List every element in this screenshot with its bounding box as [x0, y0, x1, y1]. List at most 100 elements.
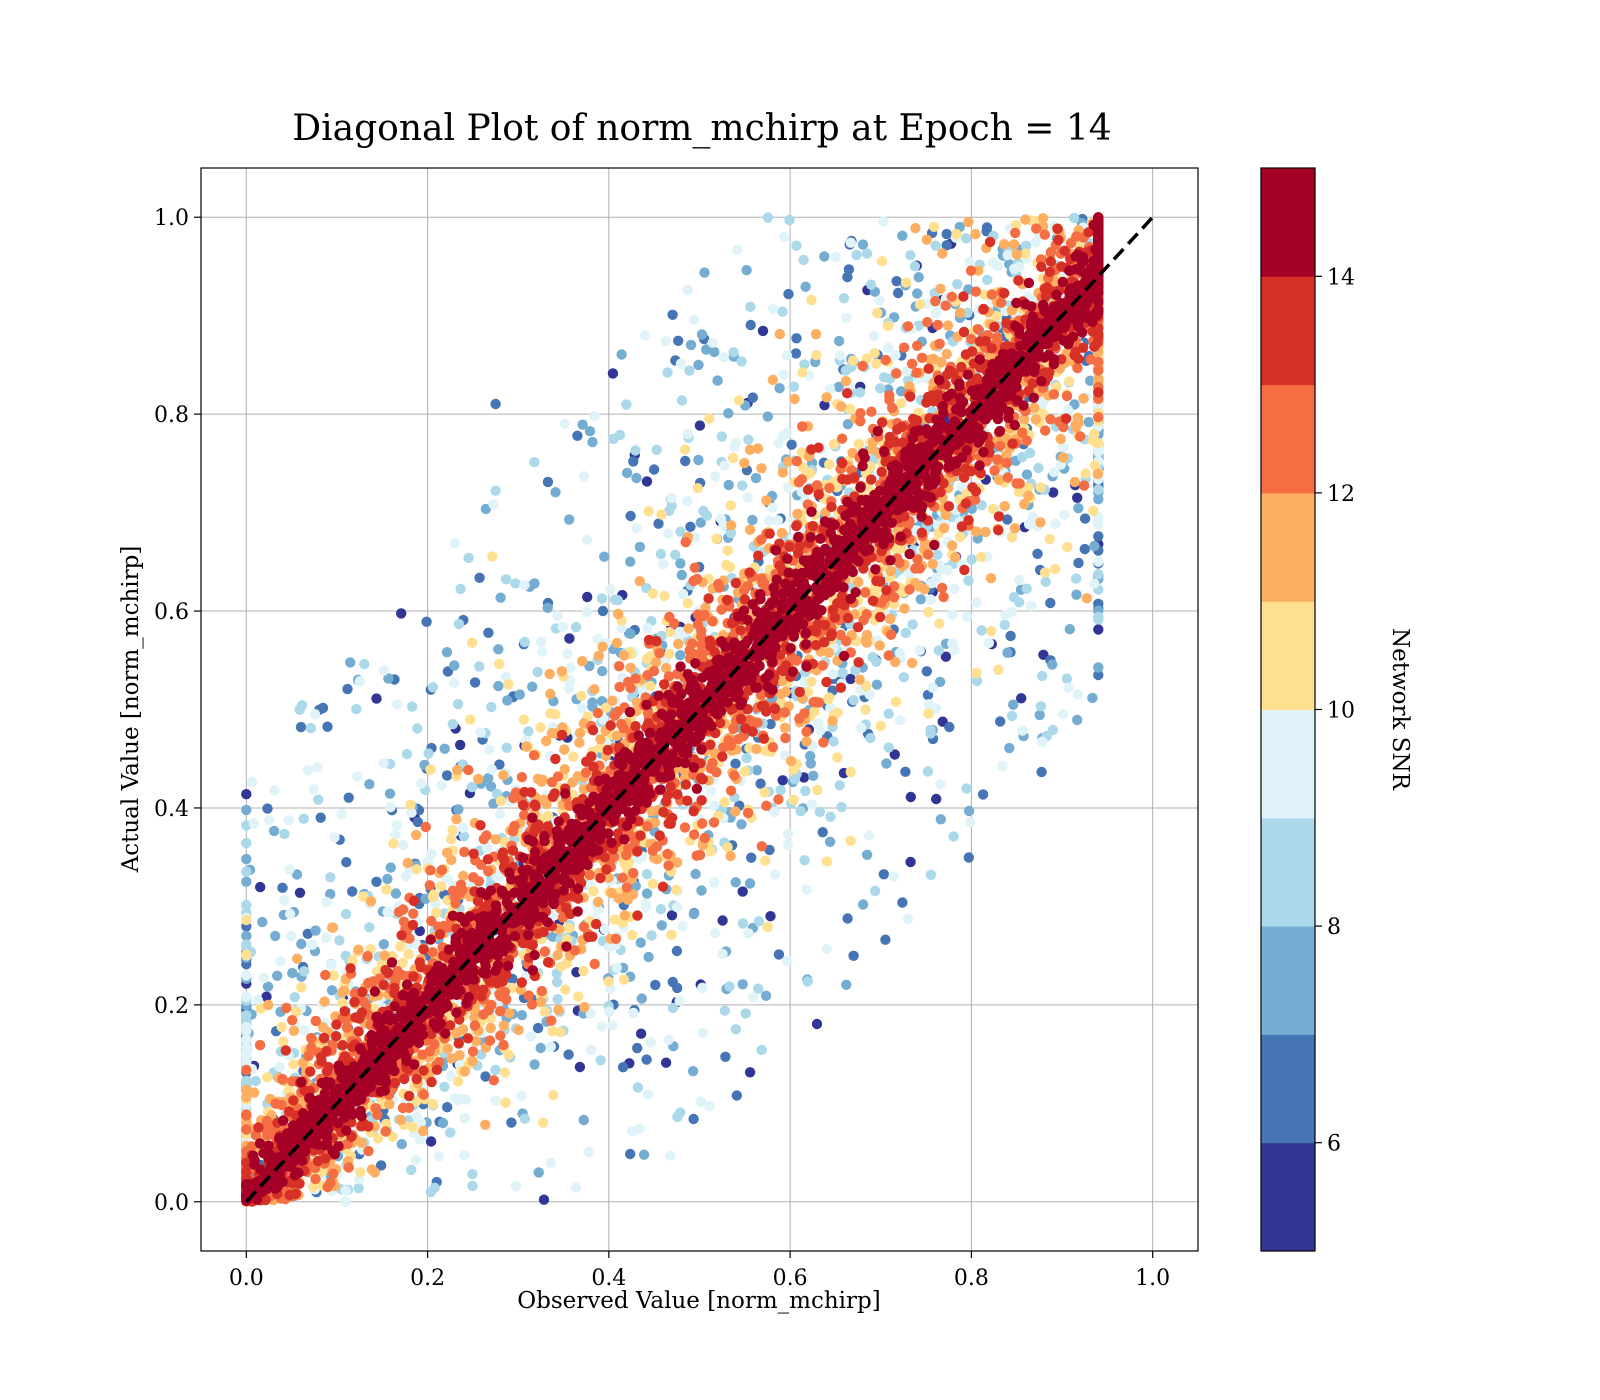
- scatter-point: [595, 1055, 606, 1066]
- scatter-point: [509, 820, 520, 831]
- scatter-point: [321, 896, 332, 908]
- scatter-point: [464, 714, 476, 725]
- scatter-point: [1021, 469, 1033, 480]
- scatter-point: [711, 533, 722, 544]
- scatter-point: [250, 1075, 261, 1087]
- scatter-point: [611, 962, 622, 973]
- scatter-point: [1004, 742, 1015, 754]
- scatter-point: [878, 869, 889, 880]
- scatter-point: [928, 353, 939, 365]
- scatter-point: [614, 661, 625, 672]
- scatter-point: [792, 508, 803, 519]
- scatter-point: [268, 825, 280, 837]
- scatter-point: [642, 622, 653, 634]
- scatter-point: [296, 700, 308, 711]
- scatter-point: [625, 510, 636, 522]
- scatter-point: [811, 1018, 823, 1030]
- scatter-point: [982, 274, 993, 285]
- scatter-point: [799, 359, 810, 370]
- scatter-point: [898, 342, 910, 353]
- scatter-point: [697, 1027, 708, 1039]
- scatter-point: [645, 1037, 656, 1048]
- scatter-point: [384, 906, 395, 918]
- scatter-point: [1093, 669, 1104, 681]
- scatter-point: [371, 876, 382, 887]
- scatter-point: [545, 688, 556, 700]
- scatter-point: [709, 877, 720, 888]
- scatter-point: [535, 1042, 546, 1054]
- scatter-point: [921, 234, 932, 245]
- scatter-point: [562, 648, 573, 659]
- scatter-point: [518, 714, 530, 725]
- scatter-point: [962, 307, 973, 318]
- scatter-point: [385, 801, 396, 813]
- scatter-point: [695, 1096, 706, 1107]
- scatter-point: [747, 392, 758, 403]
- scatter-point: [241, 789, 252, 800]
- scatter-point: [684, 365, 695, 376]
- scatter-point: [445, 1070, 456, 1082]
- scatter-point: [785, 755, 797, 767]
- scatter-point: [296, 982, 307, 993]
- scatter-point: [544, 668, 555, 680]
- scatter-point: [696, 329, 708, 340]
- scatter-point: [808, 770, 819, 781]
- scatter-point: [897, 897, 908, 908]
- scatter-point: [912, 288, 923, 299]
- scatter-point: [274, 1061, 285, 1073]
- scatter-point: [570, 1182, 581, 1193]
- scatter-point: [500, 1097, 511, 1108]
- scatter-point: [592, 633, 603, 644]
- scatter-point: [697, 982, 708, 993]
- scatter-point: [821, 856, 833, 867]
- scatter-point: [457, 822, 469, 833]
- scatter-point: [730, 877, 741, 888]
- scatter-point: [371, 693, 382, 704]
- scatter-point: [616, 349, 627, 360]
- scatter-point: [449, 660, 460, 671]
- scatter-point: [391, 820, 402, 831]
- scatter-point: [384, 788, 396, 799]
- scatter-point: [538, 794, 550, 806]
- scatter-point: [262, 981, 274, 992]
- scatter-point: [857, 239, 869, 250]
- scatter-point: [679, 444, 691, 455]
- scatter-point: [1035, 701, 1047, 712]
- scatter-point: [961, 611, 973, 622]
- scatter-point: [628, 1007, 639, 1019]
- scatter-point: [1078, 393, 1089, 404]
- scatter-point: [533, 1167, 544, 1178]
- scatter-point: [1008, 239, 1020, 250]
- scatter-point: [241, 1042, 252, 1054]
- scatter-point: [971, 597, 982, 608]
- scatter-point: [310, 925, 321, 936]
- scatter-point: [1062, 404, 1074, 416]
- scatter-point: [638, 1149, 650, 1160]
- scatter-point: [501, 742, 512, 753]
- scatter-point: [693, 454, 704, 466]
- scatter-point: [433, 1151, 444, 1162]
- scatter-point: [882, 320, 894, 332]
- scatter-point: [845, 766, 856, 778]
- scatter-point: [286, 930, 297, 942]
- scatter-point: [935, 779, 946, 790]
- scatter-point: [549, 909, 560, 921]
- scatter-point: [942, 564, 953, 576]
- scatter-point: [455, 739, 466, 751]
- scatter-point: [654, 648, 665, 659]
- scatter-point: [1087, 692, 1098, 704]
- scatter-point: [1073, 557, 1084, 569]
- scatter-point: [573, 991, 584, 1002]
- scatter-point: [551, 976, 563, 988]
- scatter-point: [466, 637, 478, 648]
- scatter-point: [995, 716, 1006, 727]
- scatter-point: [973, 265, 984, 276]
- scatter-point: [532, 666, 543, 678]
- scatter-point: [315, 812, 326, 823]
- scatter-point: [710, 927, 721, 939]
- scatter-point: [485, 1022, 496, 1034]
- scatter-point: [708, 800, 720, 811]
- scatter-point: [891, 543, 902, 554]
- scatter-point: [805, 758, 816, 769]
- scatter-point: [1049, 563, 1061, 575]
